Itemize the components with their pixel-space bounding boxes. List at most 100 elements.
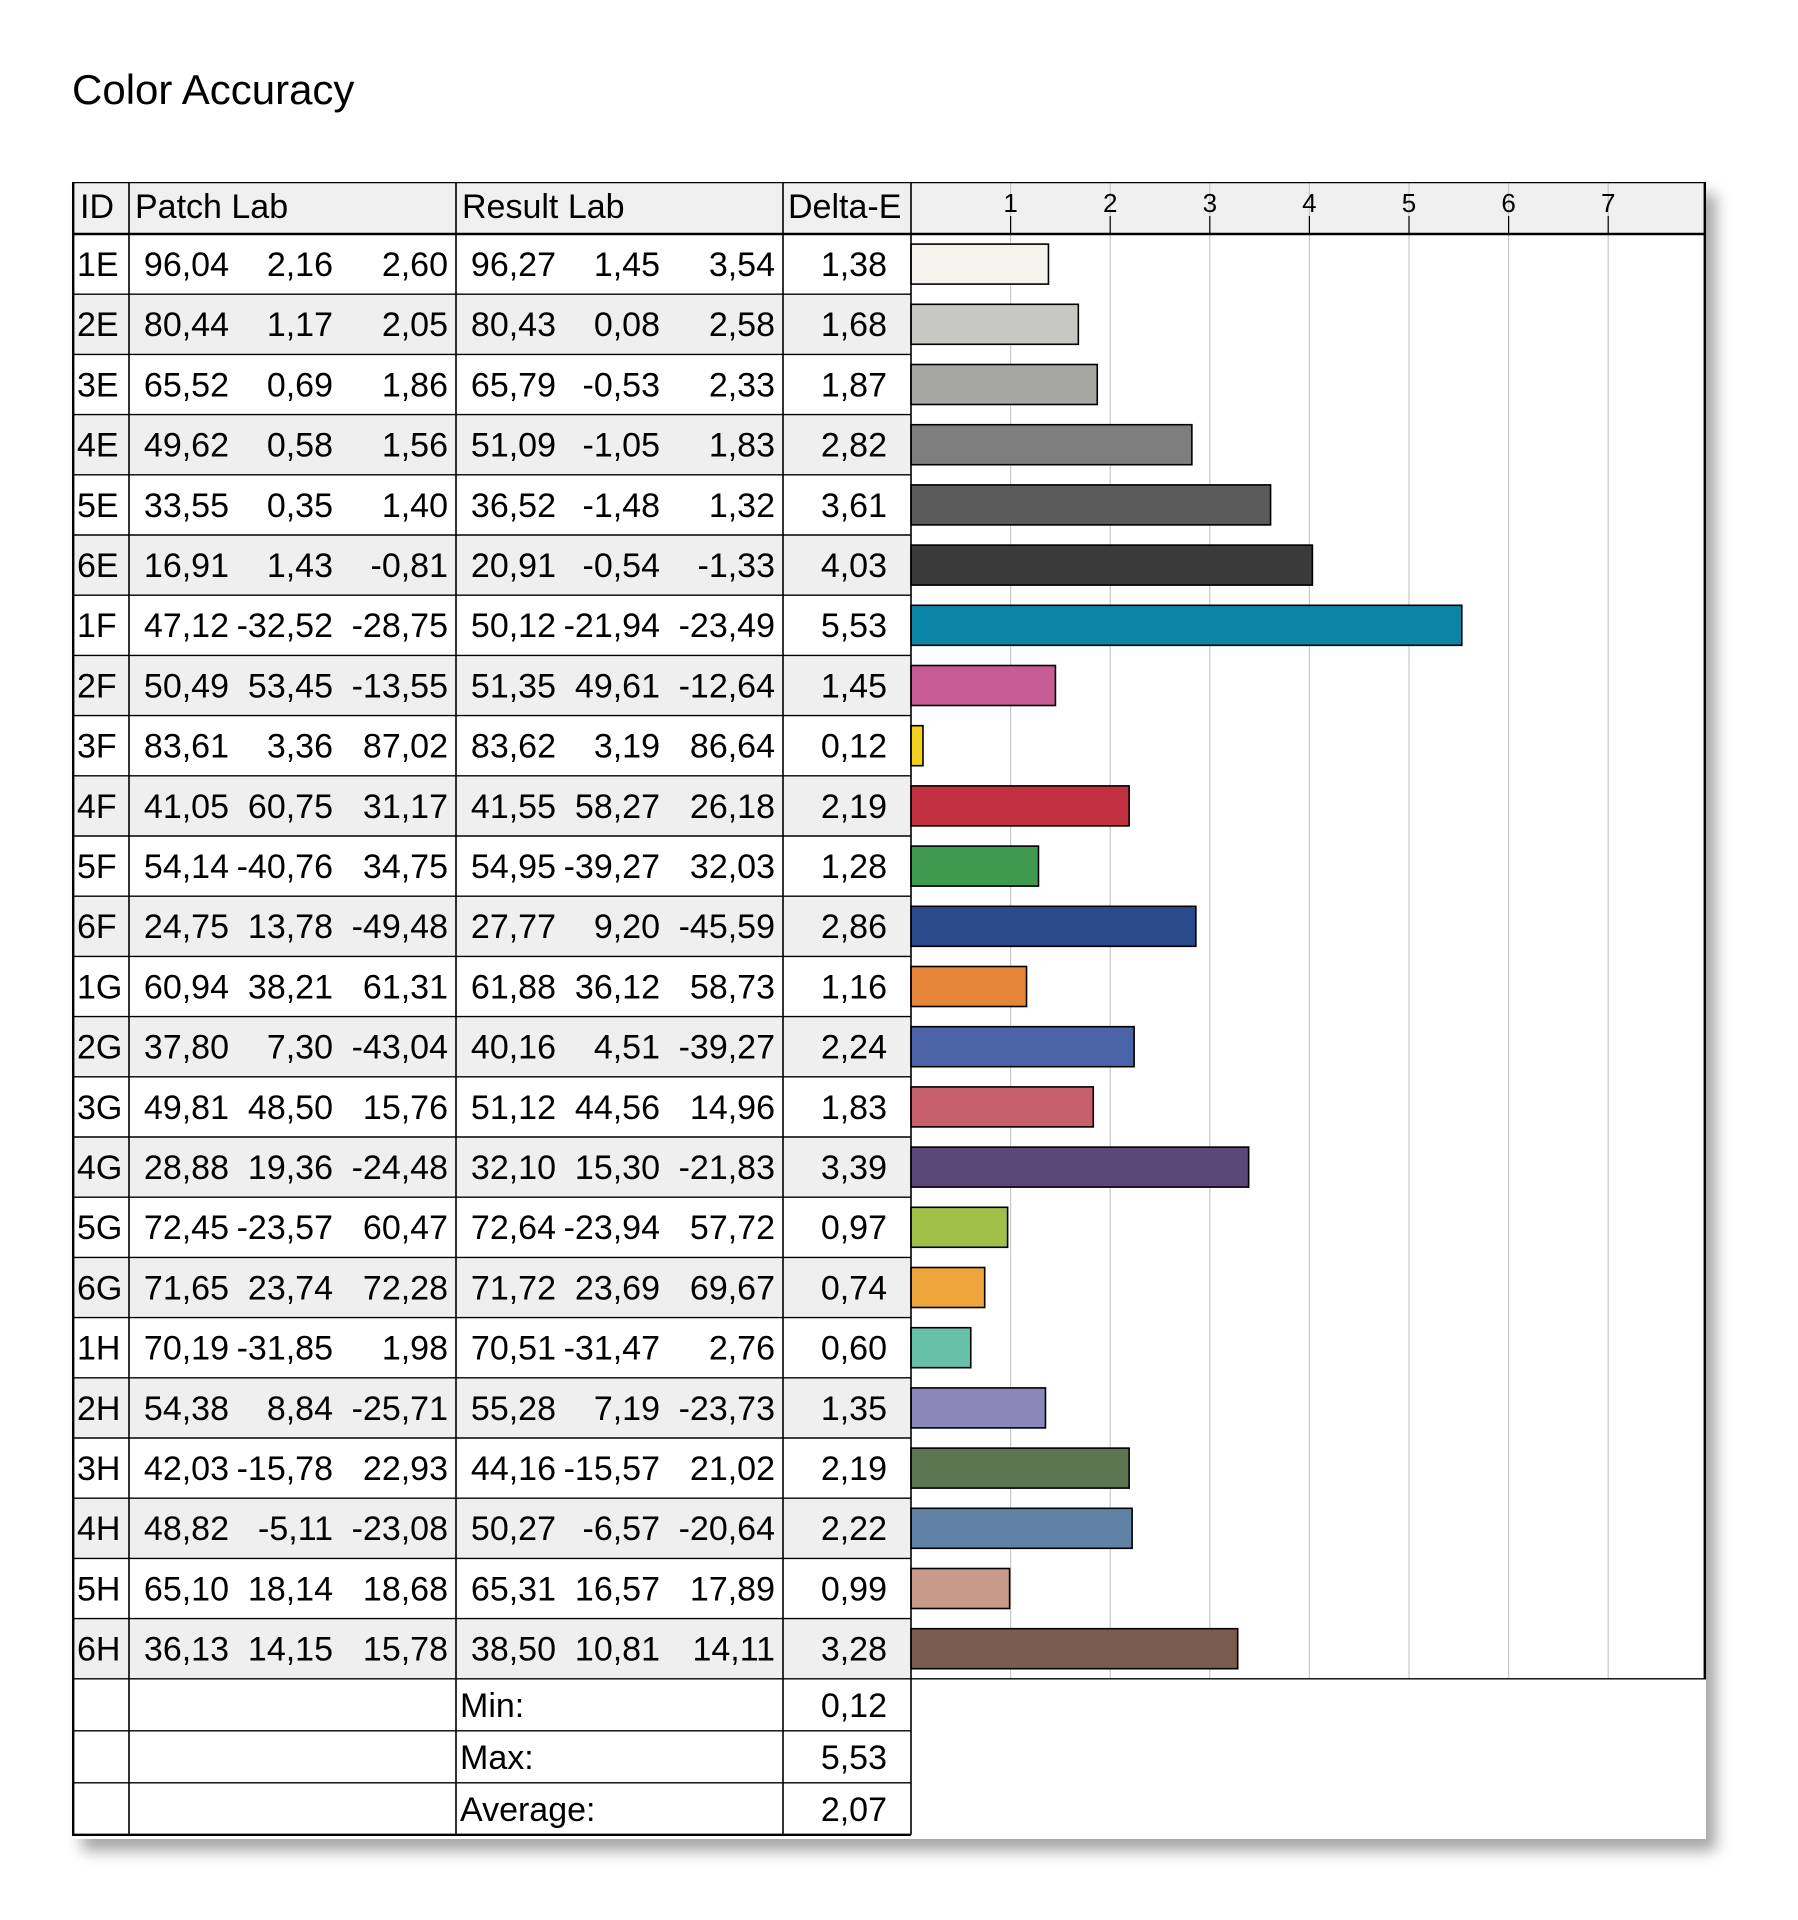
row-background (72, 896, 911, 957)
x-tick-label: 3 (1203, 188, 1217, 218)
patch-lab-value: 42,03 (144, 1450, 229, 1488)
summary-value: 5,53 (821, 1739, 887, 1777)
patch-lab-value: 15,76 (363, 1089, 448, 1127)
result-lab-value: -21,94 (564, 607, 660, 645)
patch-lab-value: 48,82 (144, 1510, 229, 1548)
result-lab-value: -23,94 (564, 1209, 660, 1247)
row-background (72, 354, 911, 415)
bar-5f (910, 845, 1040, 887)
patch-lab-value: -23,08 (352, 1510, 448, 1548)
patch-lab-value: 33,55 (144, 487, 229, 525)
delta-e-value: 1,35 (821, 1390, 887, 1428)
summary-label: Max: (460, 1739, 534, 1777)
patch-lab-value: -31,85 (237, 1330, 333, 1368)
row-id: 1F (77, 607, 117, 645)
x-tick-label: 6 (1501, 188, 1515, 218)
row-id: 3E (77, 366, 119, 404)
patch-lab-value: 15,78 (363, 1631, 448, 1669)
result-lab-value: 54,95 (471, 848, 556, 886)
bar-3f (910, 724, 924, 767)
row-background (72, 1377, 911, 1438)
row-id: 2H (77, 1390, 120, 1428)
header-patch-lab: Patch Lab (135, 188, 288, 226)
result-lab-value: -23,73 (679, 1390, 775, 1428)
result-lab-value: -31,47 (564, 1330, 660, 1368)
patch-lab-value: 1,40 (382, 487, 448, 525)
row-background (72, 1618, 911, 1679)
result-lab-value: 50,27 (471, 1510, 556, 1548)
result-lab-value: 57,72 (690, 1209, 775, 1247)
row-id: 6E (77, 547, 119, 585)
bar-2h (910, 1387, 1047, 1429)
result-lab-value: -23,49 (679, 607, 775, 645)
x-tick-label: 2 (1103, 188, 1117, 218)
result-lab-value: 86,64 (690, 728, 775, 766)
patch-lab-value: 2,05 (382, 306, 448, 344)
result-lab-value: 51,09 (471, 427, 556, 465)
result-lab-value: 0,08 (594, 306, 660, 344)
result-lab-value: 3,19 (594, 728, 660, 766)
patch-lab-value: 60,94 (144, 968, 229, 1006)
patch-lab-value: -32,52 (237, 607, 333, 645)
row-id: 5H (77, 1570, 120, 1608)
patch-lab-value: -43,04 (352, 1029, 448, 1067)
result-lab-value: 41,55 (471, 788, 556, 826)
row-background (72, 836, 911, 897)
delta-e-value: 0,60 (821, 1330, 887, 1368)
patch-lab-value: 72,28 (363, 1269, 448, 1307)
patch-lab-value: 13,78 (248, 908, 333, 946)
result-lab-value: 23,69 (575, 1269, 660, 1307)
patch-lab-value: 96,04 (144, 246, 229, 284)
patch-lab-value: 72,45 (144, 1209, 229, 1247)
delta-e-value: 1,83 (821, 1089, 887, 1127)
row-background (72, 956, 911, 1017)
row-id: 2F (77, 667, 117, 705)
patch-lab-value: 54,38 (144, 1390, 229, 1428)
row-id: 4E (77, 427, 119, 465)
result-lab-value: 2,76 (709, 1330, 775, 1368)
bar-4e (910, 423, 1193, 466)
result-lab-value: 69,67 (690, 1269, 775, 1307)
row-background (72, 1317, 911, 1378)
patch-lab-value: 1,98 (382, 1330, 448, 1368)
patch-lab-value: 49,62 (144, 427, 229, 465)
bar-5e (910, 484, 1272, 526)
delta-e-value: 2,19 (821, 1450, 887, 1488)
patch-lab-value: 19,36 (248, 1149, 333, 1187)
patch-lab-value: 37,80 (144, 1029, 229, 1067)
patch-lab-value: 71,65 (144, 1269, 229, 1307)
patch-lab-value: 50,49 (144, 667, 229, 705)
row-id: 6G (77, 1269, 122, 1307)
result-lab-value: 83,62 (471, 728, 556, 766)
patch-lab-value: 61,31 (363, 968, 448, 1006)
patch-lab-value: 18,14 (248, 1570, 333, 1608)
summary-value: 0,12 (821, 1687, 887, 1725)
result-lab-value: 38,50 (471, 1631, 556, 1669)
result-lab-value: 80,43 (471, 306, 556, 344)
row-background (72, 1558, 911, 1619)
result-lab-value: 2,58 (709, 306, 775, 344)
result-lab-value: 2,33 (709, 366, 775, 404)
header-id: ID (80, 188, 114, 226)
row-id: 4G (77, 1149, 122, 1187)
result-lab-value: 44,16 (471, 1450, 556, 1488)
delta-e-value: 0,12 (821, 728, 887, 766)
patch-lab-value: 48,50 (248, 1089, 333, 1127)
result-lab-value: 51,35 (471, 667, 556, 705)
row-background (72, 715, 911, 776)
patch-lab-value: 53,45 (248, 667, 333, 705)
patch-lab-value: 49,81 (144, 1089, 229, 1127)
result-lab-value: 27,77 (471, 908, 556, 946)
patch-lab-value: -5,11 (258, 1510, 333, 1548)
result-lab-value: 65,31 (471, 1570, 556, 1608)
header-delta-e: Delta-E (788, 188, 901, 226)
patch-lab-value: 18,68 (363, 1570, 448, 1608)
delta-e-value: 5,53 (821, 607, 887, 645)
result-lab-value: -39,27 (679, 1029, 775, 1067)
x-tick-label: 5 (1402, 188, 1416, 218)
delta-e-value: 3,28 (821, 1631, 887, 1669)
row-id: 1G (77, 968, 122, 1006)
patch-lab-value: 47,12 (144, 607, 229, 645)
patch-lab-value: 1,17 (267, 306, 333, 344)
bar-4g (910, 1146, 1250, 1188)
